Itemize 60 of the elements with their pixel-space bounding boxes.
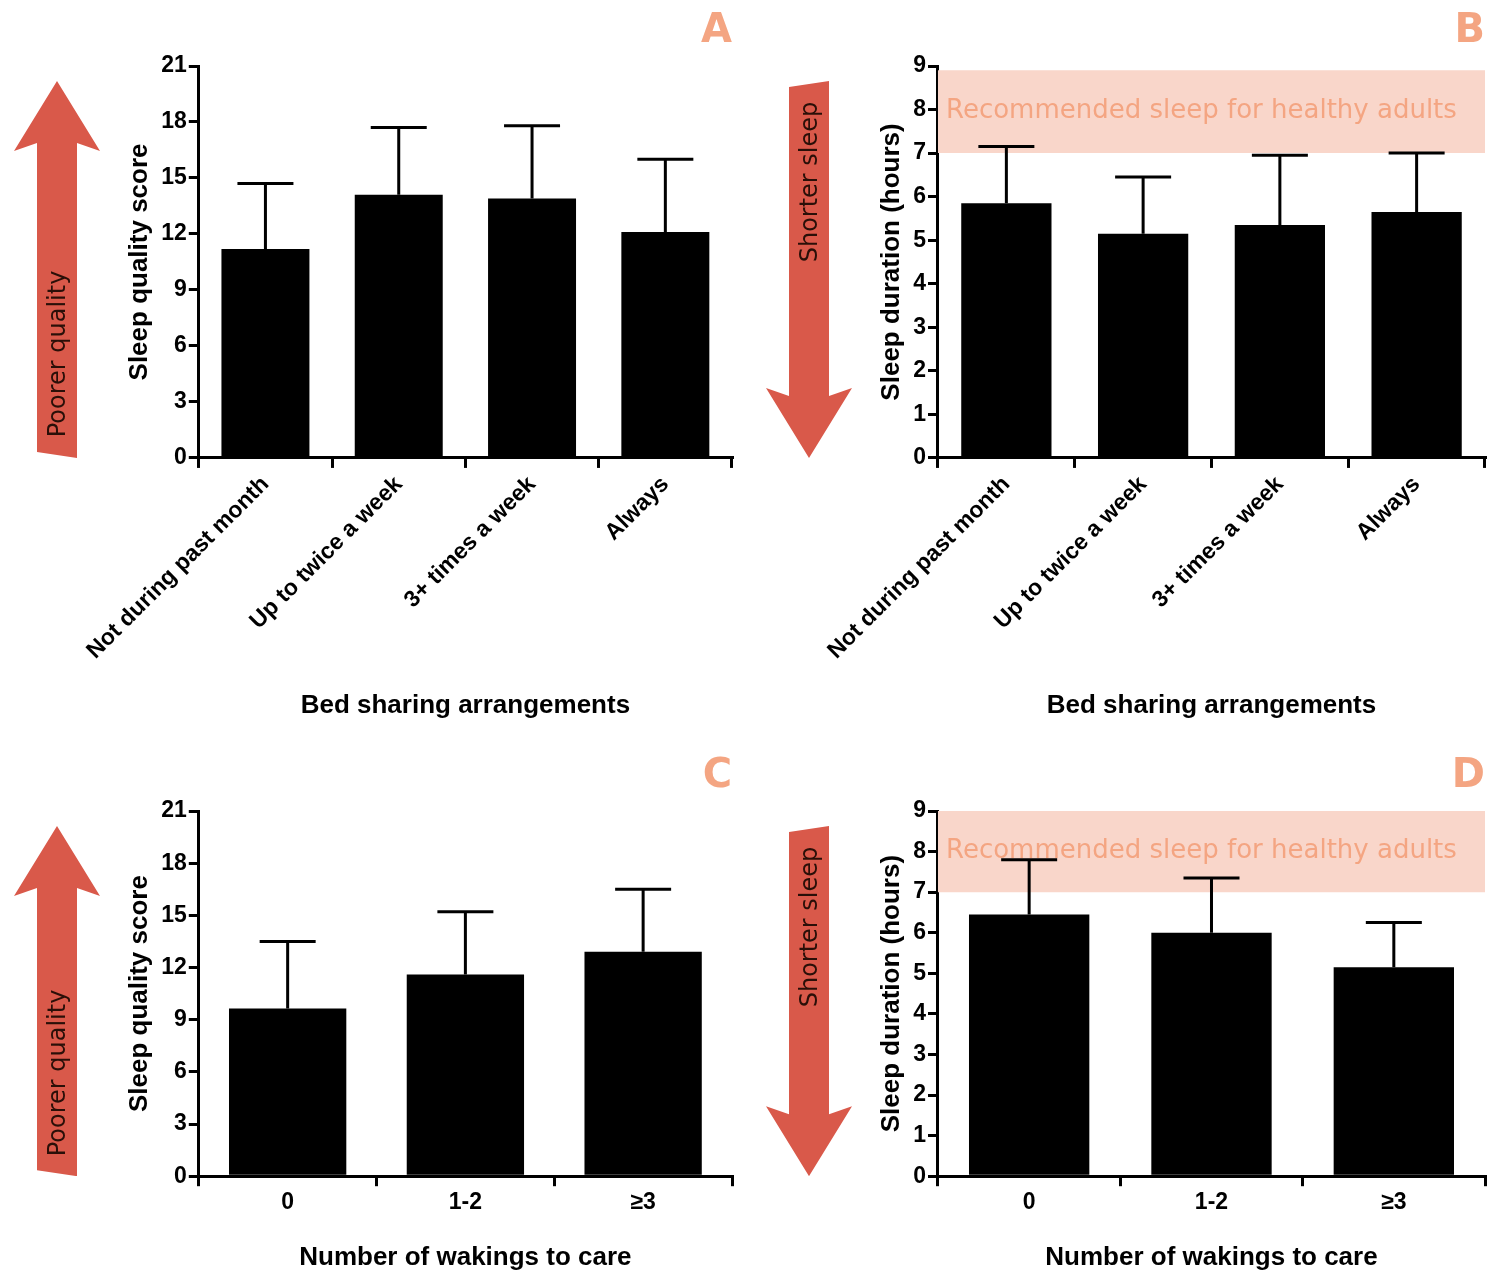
y-tick-label: 0 [913,443,926,470]
y-tick-label: 18 [161,848,187,875]
y-tick-label: 3 [173,387,187,414]
y-tick-label: 0 [173,443,187,470]
y-tick-label: 3 [913,312,926,339]
band-label: Recommended sleep for healthy adults [945,94,1457,125]
y-tick-label: 12 [161,219,187,246]
y-axis-title: Sleep quality score [122,143,153,381]
y-tick-label: 21 [161,796,187,823]
text: Shorter sleep [794,846,823,1007]
y-tick-label: 21 [161,51,187,78]
text: Poorer quality [42,989,71,1157]
y-axis-title: Sleep duration (hours) [874,854,905,1133]
y-tick-label: 3 [173,1109,187,1136]
band-label: Recommended sleep for healthy adults [945,834,1457,865]
x-axis-title: Number of wakings to care [1045,1240,1378,1271]
y-tick-label: 5 [913,958,927,985]
y-tick-label: 9 [173,275,187,302]
y-tick-label: 1 [913,1120,927,1147]
y-tick-label: 4 [913,999,927,1026]
x-tick-label: 1-2 [448,1188,483,1215]
x-tick-label: 1-2 [1194,1188,1229,1215]
y-tick-label: 6 [913,181,926,208]
y-tick-label: 7 [913,138,926,165]
text: Poorer quality [42,271,71,438]
y-tick-label: 12 [161,952,187,979]
y-tick-label: 1 [913,399,927,426]
x-tick-label: ≥3 [630,1188,656,1215]
y-tick-label: 15 [161,900,187,927]
y-tick-label: 6 [173,1057,187,1084]
y-tick-label: 8 [913,836,927,863]
y-tick-label: 3 [913,1039,926,1066]
x-axis-title: Bed sharing arrangements [300,688,631,719]
y-tick-label: 18 [161,107,187,134]
x-tick-label: 0 [1022,1188,1036,1215]
y-tick-label: 6 [913,918,926,945]
text: Shorter sleep [794,101,823,262]
chart-title: A [701,5,733,52]
y-tick-label: 0 [173,1161,187,1188]
y-tick-label: 7 [913,877,926,904]
chart-title: D [1451,750,1485,797]
y-tick-label: 0 [913,1161,926,1188]
y-axis-title: Sleep quality score [122,875,153,1113]
y-tick-label: 8 [913,94,927,121]
x-axis-title: Bed sharing arrangements [1046,688,1377,719]
y-tick-label: 2 [913,356,926,383]
x-tick-label: 0 [281,1188,295,1215]
y-tick-label: 15 [161,163,187,190]
y-tick-label: 5 [913,225,927,252]
y-tick-label: 9 [173,1005,187,1032]
y-tick-label: 9 [913,51,926,78]
y-tick-label: 4 [913,269,927,296]
x-tick-label: ≥3 [1381,1188,1407,1215]
y-tick-label: 6 [173,331,187,358]
y-tick-label: 2 [913,1080,926,1107]
chart-title: B [1454,5,1485,52]
x-axis-title: Number of wakings to care [299,1240,632,1271]
chart-title: C [702,750,732,797]
y-tick-label: 9 [913,796,926,823]
y-axis-title: Sleep duration (hours) [874,123,905,401]
